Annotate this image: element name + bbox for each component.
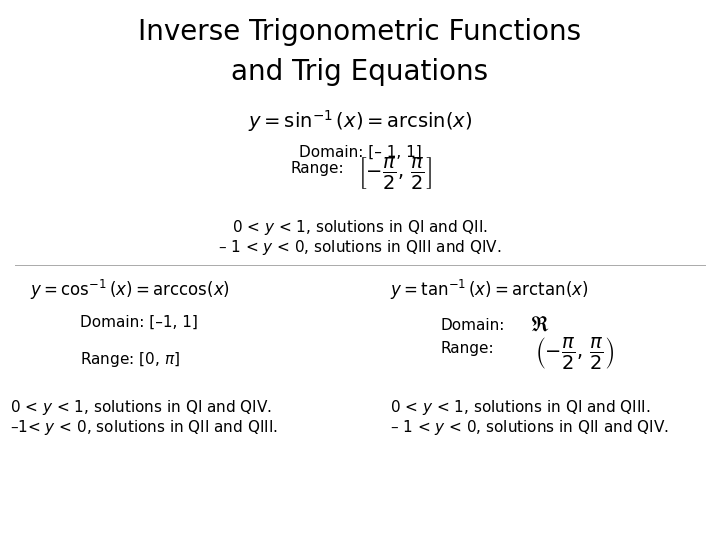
Text: – 1 < $y$ < 0, solutions in QII and QIV.: – 1 < $y$ < 0, solutions in QII and QIV. [390, 418, 669, 437]
Text: $\mathfrak{R}$: $\mathfrak{R}$ [530, 315, 549, 335]
Text: Domain: [– 1, 1]: Domain: [– 1, 1] [299, 145, 421, 160]
Text: 0 < $y$ < 1, solutions in QI and QII.: 0 < $y$ < 1, solutions in QI and QII. [232, 218, 488, 237]
Text: 0 < $y$ < 1, solutions in QI and QIV.: 0 < $y$ < 1, solutions in QI and QIV. [10, 398, 272, 417]
Text: $y = \tan^{-1}(x) = \arctan(x)$: $y = \tan^{-1}(x) = \arctan(x)$ [390, 278, 588, 302]
Text: Range: [0, $\pi$]: Range: [0, $\pi$] [80, 350, 180, 369]
Text: Inverse Trigonometric Functions: Inverse Trigonometric Functions [138, 18, 582, 46]
Text: 0 < $y$ < 1, solutions in QI and QIII.: 0 < $y$ < 1, solutions in QI and QIII. [390, 398, 651, 417]
Text: and Trig Equations: and Trig Equations [231, 58, 489, 86]
Text: Range:: Range: [290, 160, 343, 176]
Text: – 1 < $y$ < 0, solutions in QIII and QIV.: – 1 < $y$ < 0, solutions in QIII and QIV… [218, 238, 502, 257]
Text: $\left[-\dfrac{\pi}{2},\, \dfrac{\pi}{2}\right]$: $\left[-\dfrac{\pi}{2},\, \dfrac{\pi}{2}… [358, 155, 432, 191]
Text: Range:: Range: [440, 341, 494, 355]
Text: –1< $y$ < 0, solutions in QII and QIII.: –1< $y$ < 0, solutions in QII and QIII. [10, 418, 278, 437]
Text: $y = \sin^{-1}(x) = \arcsin(x)$: $y = \sin^{-1}(x) = \arcsin(x)$ [248, 108, 472, 134]
Text: $\left(-\dfrac{\pi}{2},\, \dfrac{\pi}{2}\right)$: $\left(-\dfrac{\pi}{2},\, \dfrac{\pi}{2}… [536, 335, 614, 371]
Text: Domain:: Domain: [440, 318, 505, 333]
Text: Domain: [–1, 1]: Domain: [–1, 1] [80, 315, 198, 330]
Text: $y = \cos^{-1}(x) = \arccos(x)$: $y = \cos^{-1}(x) = \arccos(x)$ [30, 278, 230, 302]
